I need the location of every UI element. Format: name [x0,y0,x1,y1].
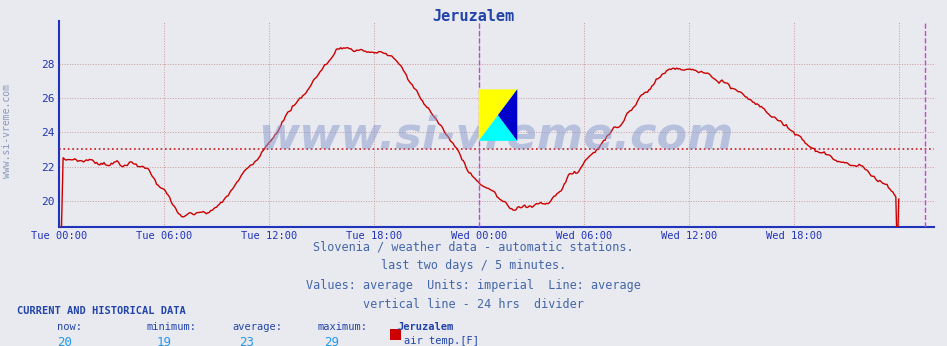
Text: 19: 19 [156,336,171,346]
Text: 23: 23 [240,336,255,346]
Text: www.si-vreme.com: www.si-vreme.com [2,84,11,179]
Text: CURRENT AND HISTORICAL DATA: CURRENT AND HISTORICAL DATA [17,306,186,316]
Polygon shape [479,89,517,141]
Text: air temp.[F]: air temp.[F] [404,336,479,346]
Text: 29: 29 [324,336,339,346]
Text: last two days / 5 minutes.: last two days / 5 minutes. [381,260,566,273]
Text: vertical line - 24 hrs  divider: vertical line - 24 hrs divider [363,298,584,311]
Text: www.si-vreme.com: www.si-vreme.com [259,115,734,157]
Text: Values: average  Units: imperial  Line: average: Values: average Units: imperial Line: av… [306,279,641,292]
Polygon shape [479,89,517,141]
Text: Jeruzalem: Jeruzalem [398,322,454,333]
Text: now:: now: [57,322,81,333]
Text: maximum:: maximum: [317,322,367,333]
Text: minimum:: minimum: [147,322,197,333]
Text: Jeruzalem: Jeruzalem [433,9,514,24]
Text: 20: 20 [57,336,72,346]
Polygon shape [498,89,517,141]
Text: Slovenia / weather data - automatic stations.: Slovenia / weather data - automatic stat… [313,240,634,254]
Text: average:: average: [232,322,282,333]
